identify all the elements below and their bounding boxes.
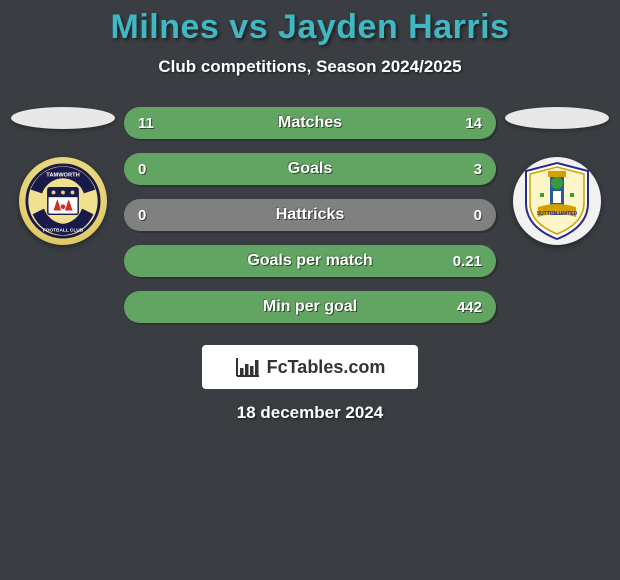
- club-crest-icon: SUTTON UNITED: [522, 161, 592, 241]
- infographic-root: Milnes vs Jayden Harris Club competition…: [0, 0, 620, 423]
- stat-label: Hattricks: [276, 206, 344, 224]
- page-title: Milnes vs Jayden Harris: [0, 8, 620, 47]
- page-subtitle: Club competitions, Season 2024/2025: [0, 57, 620, 77]
- club-crest-icon: TAMWORTH FOOTBALL CLUB: [25, 163, 101, 239]
- right-badge-wrap: SUTTON UNITED: [502, 157, 612, 245]
- bar-chart-icon: [235, 356, 261, 378]
- tamworth-badge: TAMWORTH FOOTBALL CLUB: [19, 157, 107, 245]
- stat-value-right: 442: [457, 299, 482, 316]
- stat-bar-goals: 0 Goals 3: [124, 153, 496, 185]
- stat-label: Min per goal: [263, 298, 357, 316]
- stat-value-right: 0: [474, 207, 482, 224]
- stat-value-right: 3: [474, 161, 482, 178]
- brand-text: FcTables.com: [267, 357, 386, 378]
- left-badge-wrap: TAMWORTH FOOTBALL CLUB: [8, 157, 118, 245]
- stat-value-left: 11: [138, 115, 154, 132]
- stat-value-right: 0.21: [453, 253, 482, 270]
- stat-label: Matches: [278, 114, 342, 132]
- stat-bar-matches: 11 Matches 14: [124, 107, 496, 139]
- player-photo-placeholder-right: [505, 107, 609, 129]
- main-row: TAMWORTH FOOTBALL CLUB: [0, 107, 620, 337]
- stats-panel: 11 Matches 14 0 Goals 3 0 Hattricks 0: [118, 107, 502, 337]
- stat-value-left: 0: [138, 161, 146, 178]
- brand-box: FcTables.com: [202, 345, 418, 389]
- footer-date: 18 december 2024: [0, 403, 620, 423]
- left-player-col: TAMWORTH FOOTBALL CLUB: [8, 107, 118, 245]
- stat-label: Goals: [288, 160, 332, 178]
- player-photo-placeholder-left: [11, 107, 115, 129]
- stat-label: Goals per match: [247, 252, 372, 270]
- stat-bar-mpg: Min per goal 442: [124, 291, 496, 323]
- stat-bar-hattricks: 0 Hattricks 0: [124, 199, 496, 231]
- svg-text:TAMWORTH: TAMWORTH: [46, 172, 79, 178]
- sutton-badge: SUTTON UNITED: [513, 157, 601, 245]
- stat-bar-gpm: Goals per match 0.21: [124, 245, 496, 277]
- svg-text:SUTTON UNITED: SUTTON UNITED: [537, 211, 578, 217]
- svg-text:FOOTBALL CLUB: FOOTBALL CLUB: [43, 227, 84, 233]
- stat-value-left: 0: [138, 207, 146, 224]
- stat-value-right: 14: [465, 115, 482, 132]
- right-player-col: SUTTON UNITED: [502, 107, 612, 245]
